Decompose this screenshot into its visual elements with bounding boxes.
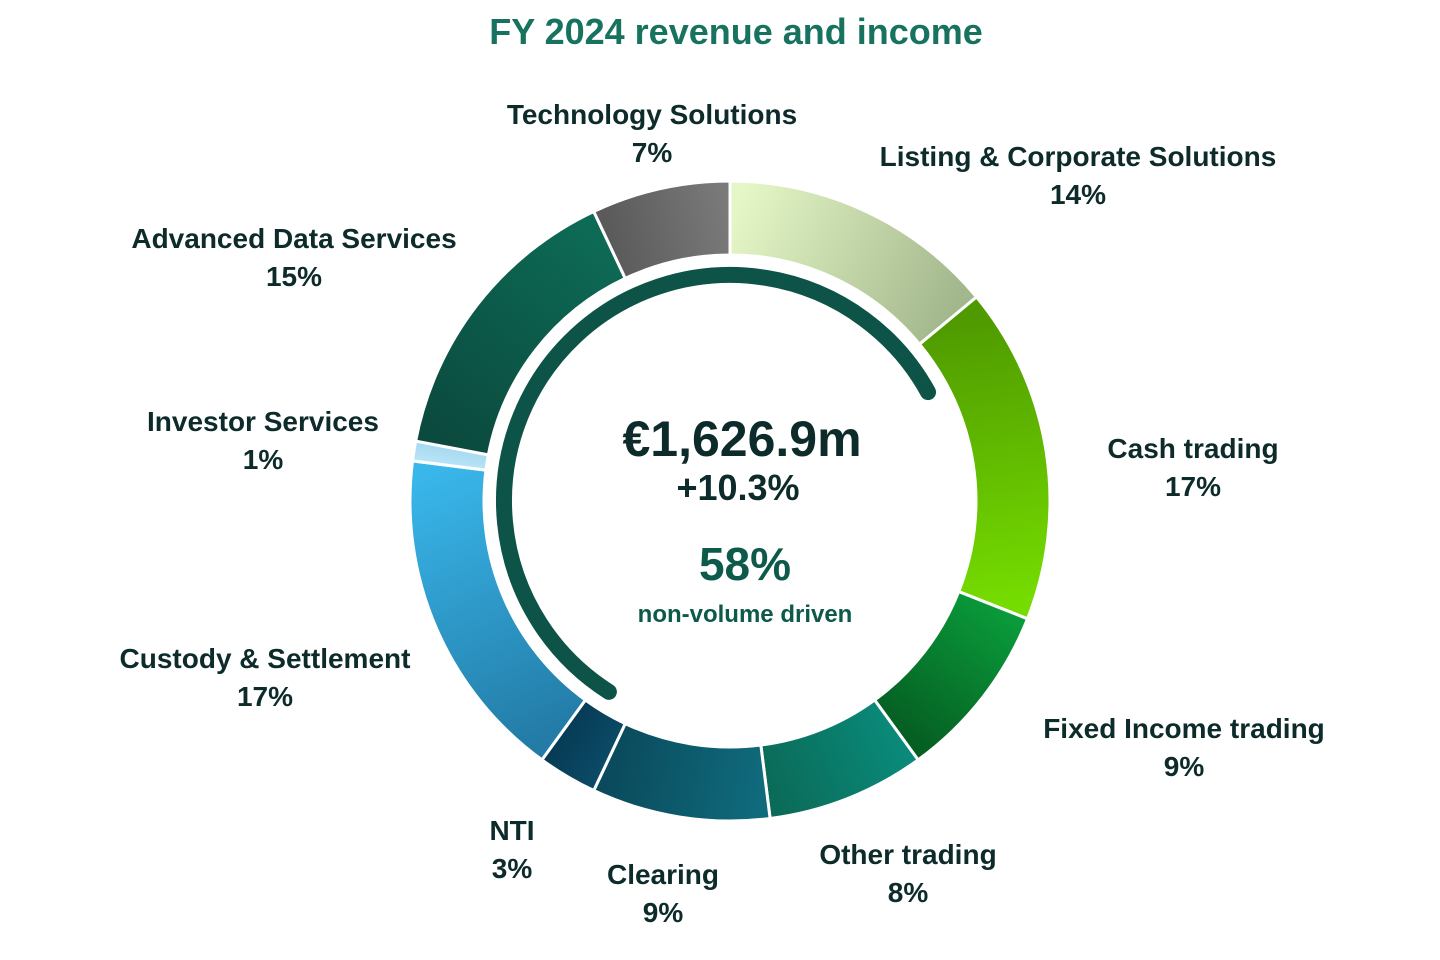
slice-label-fixed-income-trading: Fixed Income trading (1043, 713, 1325, 744)
slice-label-advanced-data-services: Advanced Data Services (131, 223, 456, 254)
center-share: 58% (699, 538, 791, 590)
slice-value-technology-solutions: 7% (632, 137, 673, 168)
non-volume-arc (496, 267, 937, 700)
slice-value-cash-trading: 17% (1165, 471, 1221, 502)
slice-value-listing-and-corporate-solutions: 14% (1050, 179, 1106, 210)
slice-value-advanced-data-services: 15% (266, 261, 322, 292)
slice-value-other-trading: 8% (888, 877, 929, 908)
slice-labels: Listing & Corporate Solutions 14% Cash tra… (120, 99, 1325, 928)
center-growth: +10.3% (676, 467, 799, 508)
donut-slices (408, 179, 1052, 823)
center-total: €1,626.9m (622, 411, 861, 467)
slice-label-other-trading: Other trading (819, 839, 996, 870)
slice-label-listing-and-corporate-solutions: Listing & Corporate Solutions (880, 141, 1277, 172)
slice-label-investor-services: Investor Services (147, 406, 379, 437)
slice-label-technology-solutions: Technology Solutions (507, 99, 797, 130)
slice-label-clearing: Clearing (607, 859, 719, 890)
slice-technology-solutions (591, 179, 732, 281)
slice-label-custody-and-settlement: Custody & Settlement (120, 643, 411, 674)
non-volume-arc-layer (496, 267, 937, 700)
slice-value-clearing: 9% (643, 897, 684, 928)
slice-value-nti: 3% (492, 853, 533, 884)
center-share-label: non-volume driven (638, 601, 853, 628)
slice-cash-trading (917, 294, 1052, 621)
chart-title: FY 2024 revenue and income (489, 11, 983, 52)
slice-label-cash-trading: Cash trading (1107, 433, 1278, 464)
slice-value-custody-and-settlement: 17% (237, 681, 293, 712)
slice-value-investor-services: 1% (243, 444, 284, 475)
slice-value-fixed-income-trading: 9% (1164, 751, 1205, 782)
slice-clearing (591, 721, 772, 823)
slice-label-nti: NTI (489, 815, 534, 846)
